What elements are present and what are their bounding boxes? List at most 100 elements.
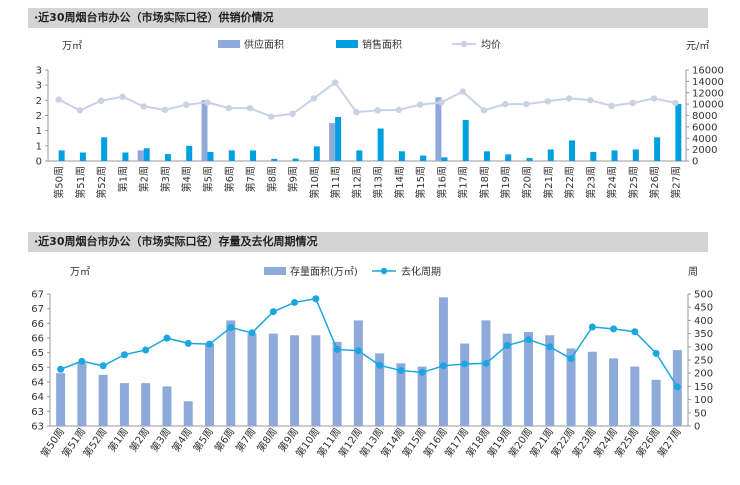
destock-cycle-point (482, 359, 490, 367)
bar-sales (483, 151, 490, 161)
destock-cycle-point (673, 383, 681, 391)
bar-stock (141, 383, 151, 426)
bar-stock (183, 401, 193, 426)
right-tick-label: 10000 (692, 100, 724, 111)
chart2-left-unit: 万㎡ (70, 266, 90, 278)
x-tick-label: 第13周 (372, 166, 385, 199)
destock-cycle-line (60, 297, 678, 388)
destock-cycle-point (163, 334, 171, 342)
bar-stock (651, 379, 661, 426)
right-tick-label: 200 (694, 369, 713, 380)
chart1-plot: 0112233020004000600080001000012000140001… (36, 66, 724, 199)
bar-sales (505, 154, 512, 161)
destock-cycle-point (631, 328, 639, 336)
bar-sales (101, 137, 108, 161)
right-tick-label: 0 (694, 422, 700, 433)
bar-stock (162, 386, 172, 426)
legend-sales-swatch (336, 40, 358, 48)
x-tick-label: 第17周 (457, 166, 470, 199)
x-tick-label: 第21周 (542, 166, 555, 199)
chart1-title: ·近30周烟台市办公（市场实际口径）供销价情况 (28, 8, 708, 28)
avg-price-point (246, 104, 254, 112)
destock-cycle-point (652, 349, 660, 357)
destock-cycle-point (610, 325, 618, 333)
destock-cycle-point (354, 347, 362, 355)
avg-price-point (268, 113, 275, 120)
destock-cycle-point (546, 343, 554, 351)
bar-supply (137, 150, 144, 161)
avg-price-point (289, 110, 296, 117)
bar-sales (462, 120, 469, 161)
left-tick-label: 64 (31, 378, 44, 389)
left-tick-label: 66 (31, 334, 44, 345)
avg-price-point (459, 88, 466, 95)
bar-supply (329, 123, 336, 161)
bar-stock (524, 331, 533, 426)
x-tick-label: 第16周 (435, 166, 448, 199)
bar-stock (247, 333, 257, 426)
left-tick-label: 2 (36, 96, 42, 107)
x-tick-label: 第2周 (138, 166, 151, 192)
destock-cycle-point (418, 368, 426, 376)
destock-cycle-point (57, 365, 65, 373)
right-tick-label: 8000 (692, 111, 717, 122)
avg-price-point (395, 106, 403, 114)
legend-supply-label: 供应面积 (244, 38, 284, 51)
right-tick-label: 300 (694, 342, 713, 353)
x-tick-label: 第15周 (414, 166, 427, 199)
bar-stock (56, 373, 66, 426)
bar-sales (335, 117, 342, 161)
avg-price-point (374, 107, 381, 114)
destock-cycle-point (503, 341, 511, 349)
avg-price-point (587, 96, 594, 104)
right-tick-label: 350 (694, 329, 713, 340)
left-tick-label: 63 (31, 407, 44, 418)
destock-cycle-point (269, 308, 277, 316)
bar-sales (207, 151, 214, 161)
x-tick-label: 第9周 (287, 166, 300, 192)
avg-price-point (480, 107, 488, 114)
bar-stock (460, 343, 470, 426)
x-tick-label: 第1周 (116, 166, 129, 192)
right-tick-label: 4000 (692, 134, 717, 145)
bar-sales (547, 149, 554, 161)
destock-cycle-point (525, 336, 532, 344)
bar-stock (587, 351, 597, 426)
legend-cycle-label: 去化周期 (401, 265, 441, 278)
bar-sales (675, 103, 682, 161)
x-tick-label: 第11周 (329, 166, 342, 199)
legend-price-marker (460, 40, 468, 48)
bar-sales (526, 157, 533, 161)
bar-sales (250, 150, 257, 161)
destock-cycle-point (78, 357, 86, 365)
right-tick-label: 14000 (692, 77, 724, 88)
x-tick-label: 第52周 (95, 166, 108, 199)
left-tick-label: 3 (36, 66, 42, 77)
bar-stock (98, 374, 108, 426)
x-tick-label: 第20周 (521, 166, 534, 199)
left-tick-label: 67 (31, 290, 44, 301)
avg-price-point (310, 95, 318, 102)
bar-stock (396, 363, 406, 426)
bar-sales (313, 146, 320, 161)
chart1-legend: 供应面积 销售面积 均价 (218, 38, 501, 51)
destock-cycle-point (291, 298, 299, 306)
bar-sales (654, 137, 661, 161)
bar-sales (590, 151, 597, 161)
x-tick-label: 第1周 (105, 425, 131, 454)
bar-stock (417, 366, 427, 426)
avg-price-point (353, 108, 360, 116)
bar-sales (164, 154, 171, 161)
bar-sales (271, 158, 278, 161)
right-tick-label: 250 (694, 356, 713, 367)
bar-supply (201, 100, 208, 161)
x-tick-label: 第5周 (202, 166, 215, 192)
left-tick-label: 67 (31, 304, 44, 315)
legend-stock-swatch (264, 267, 286, 275)
avg-price-point (438, 99, 445, 106)
avg-price-point (331, 79, 339, 86)
bar-stock (502, 333, 512, 426)
destock-cycle-point (227, 324, 235, 332)
x-tick-label: 第4周 (180, 166, 193, 192)
